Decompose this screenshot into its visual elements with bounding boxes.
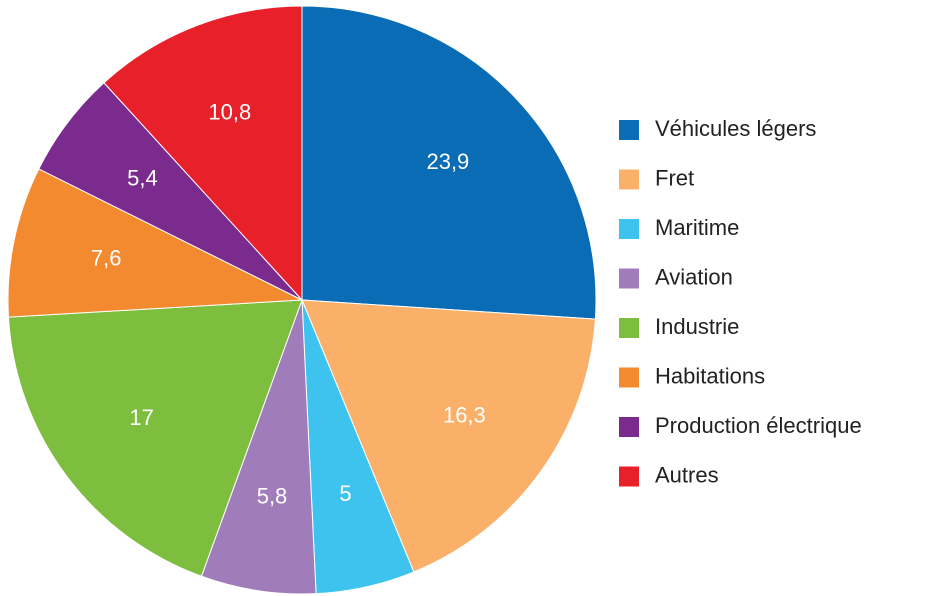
legend-label: Véhicules légers [655, 116, 816, 141]
legend-label: Industrie [655, 314, 739, 339]
legend-swatch [619, 417, 639, 437]
legend-swatch [619, 219, 639, 239]
legend-label: Maritime [655, 215, 739, 240]
legend-swatch [619, 318, 639, 338]
value-label: 10,8 [208, 99, 251, 124]
value-label: 5 [339, 481, 351, 506]
legend-label: Production électrique [655, 413, 862, 438]
value-label: 23,9 [426, 149, 469, 174]
pie-slice [301, 5, 597, 320]
legend-label: Habitations [655, 363, 765, 388]
pie-slice [7, 168, 304, 318]
legend-swatch [619, 268, 639, 289]
value-label: 16,3 [443, 402, 486, 427]
pie-slice [200, 299, 317, 595]
value-label: 5,8 [257, 483, 288, 508]
legend-swatch [619, 169, 639, 190]
value-label: 17 [129, 405, 153, 430]
legend-label: Aviation [655, 264, 733, 289]
legend-label: Autres [655, 462, 719, 487]
legend-swatch [619, 367, 639, 388]
legend-swatch [619, 466, 639, 487]
value-label: 5,4 [127, 165, 158, 190]
pie-slice [7, 299, 303, 577]
legend-label: Fret [655, 165, 694, 190]
pie-slice [103, 5, 303, 302]
legend-swatch [619, 120, 639, 140]
value-label: 7,6 [91, 246, 122, 271]
pie-slice [301, 299, 596, 573]
